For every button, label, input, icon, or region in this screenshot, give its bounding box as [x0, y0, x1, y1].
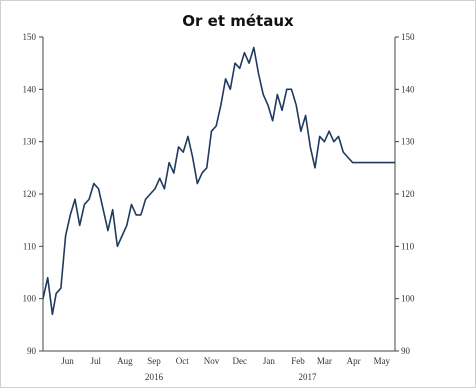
x-tick-label: Sep — [147, 356, 161, 366]
y-tick-label-left: 150 — [23, 32, 37, 42]
x-tick-label: Dec — [232, 356, 247, 366]
x-tick-label: May — [374, 356, 391, 366]
x-tick-label: Jan — [263, 356, 275, 366]
y-tick-label-right: 90 — [401, 346, 411, 356]
plot-area — [42, 46, 395, 316]
y-tick-label-right: 130 — [401, 137, 415, 147]
chart-title: Or et métaux — [182, 12, 294, 30]
x-tick-label: Aug — [117, 356, 133, 366]
x-tick-label: Jul — [90, 356, 101, 366]
y-axis-left-ticks: 90 100 110 120 130 140 150 — [23, 32, 43, 356]
axes — [42, 37, 396, 352]
y-tick-label-left: 90 — [27, 346, 37, 356]
y-tick-label-left: 110 — [23, 241, 37, 251]
y-tick-label-left: 140 — [23, 84, 37, 94]
y-tick-label-right: 150 — [401, 32, 415, 42]
x-year-label: 2016 — [145, 372, 164, 382]
x-axis-ticks: Jun Jul Aug Sep Oct Nov Dec Jan Feb Mar Apr May 2016… — [61, 356, 390, 382]
x-tick-label: Oct — [176, 356, 189, 366]
y-axis-right-ticks: 90 100 110 120 130 140 150 — [395, 32, 415, 356]
y-tick-label-left: 130 — [23, 137, 37, 147]
series-line — [42, 46, 395, 316]
x-tick-label: Nov — [204, 356, 220, 366]
y-tick-label-right: 120 — [401, 189, 415, 199]
y-tick-label-left: 120 — [23, 189, 37, 199]
y-tick-label-right: 100 — [401, 294, 415, 304]
x-tick-label: Feb — [291, 356, 305, 366]
x-tick-label: Apr — [347, 356, 361, 366]
x-year-label: 2017 — [298, 372, 317, 382]
x-tick-label: Mar — [317, 356, 332, 366]
y-tick-label-right: 140 — [401, 84, 415, 94]
y-tick-label-right: 110 — [401, 241, 415, 251]
x-tick-label: Jun — [61, 356, 74, 366]
y-tick-label-left: 100 — [23, 294, 37, 304]
